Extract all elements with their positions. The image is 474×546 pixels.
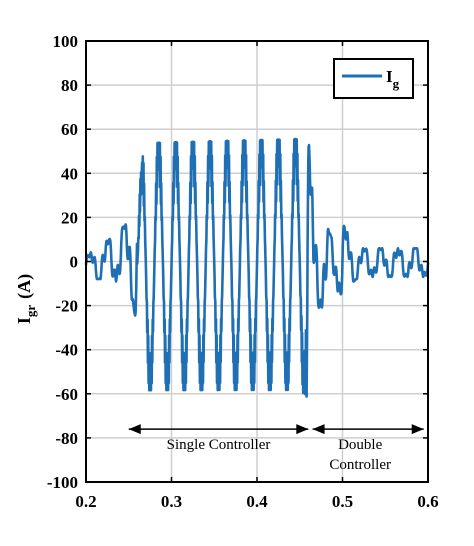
x-tick-label-0: 0.2 xyxy=(75,492,96,511)
double-controller-arrowhead-left xyxy=(312,424,325,435)
double-controller-label-line2: Controller xyxy=(329,457,391,473)
x-tick-label-2: 0.4 xyxy=(246,492,268,511)
double-controller-label-line1: Double xyxy=(338,437,383,453)
legend: Ig xyxy=(333,58,414,99)
double-controller-arrowhead-right xyxy=(411,424,424,435)
y-tick-label-4: 20 xyxy=(61,208,78,227)
single-controller-arrowhead-left xyxy=(128,424,141,435)
y-tick-label-1: 80 xyxy=(61,76,78,95)
series-layer xyxy=(84,137,430,398)
y-tick-label-7: -40 xyxy=(55,341,78,360)
y-tick-label-3: 40 xyxy=(61,164,78,183)
legend-label: Ig xyxy=(386,67,400,91)
y-tick-label-0: 100 xyxy=(53,32,79,51)
single-controller-arrowhead-right xyxy=(296,424,309,435)
x-tick-label-3: 0.5 xyxy=(332,492,353,511)
y-tick-label-8: -60 xyxy=(55,385,78,404)
y-tick-label-6: -20 xyxy=(55,297,78,316)
annotations: Single Controller Double Controller xyxy=(128,424,424,473)
x-tick-label-1: 0.3 xyxy=(161,492,182,511)
series-line-ig xyxy=(84,137,430,398)
y-tick-label-5: 0 xyxy=(70,253,79,272)
y-tick-label-10: -100 xyxy=(47,473,78,492)
plot-frame xyxy=(85,40,429,483)
legend-box xyxy=(333,58,414,99)
tick-labels: 0.2 0.3 0.4 0.5 0.6 100 80 60 40 20 0 -20 -40 -60 -80 -… xyxy=(47,32,439,511)
y-axis-label: Igr(A) xyxy=(14,274,38,324)
x-tick-label-4: 0.6 xyxy=(417,492,438,511)
y-tick-label-9: -80 xyxy=(55,429,78,448)
y-tick-label-2: 60 xyxy=(61,120,78,139)
single-controller-label: Single Controller xyxy=(167,437,271,453)
